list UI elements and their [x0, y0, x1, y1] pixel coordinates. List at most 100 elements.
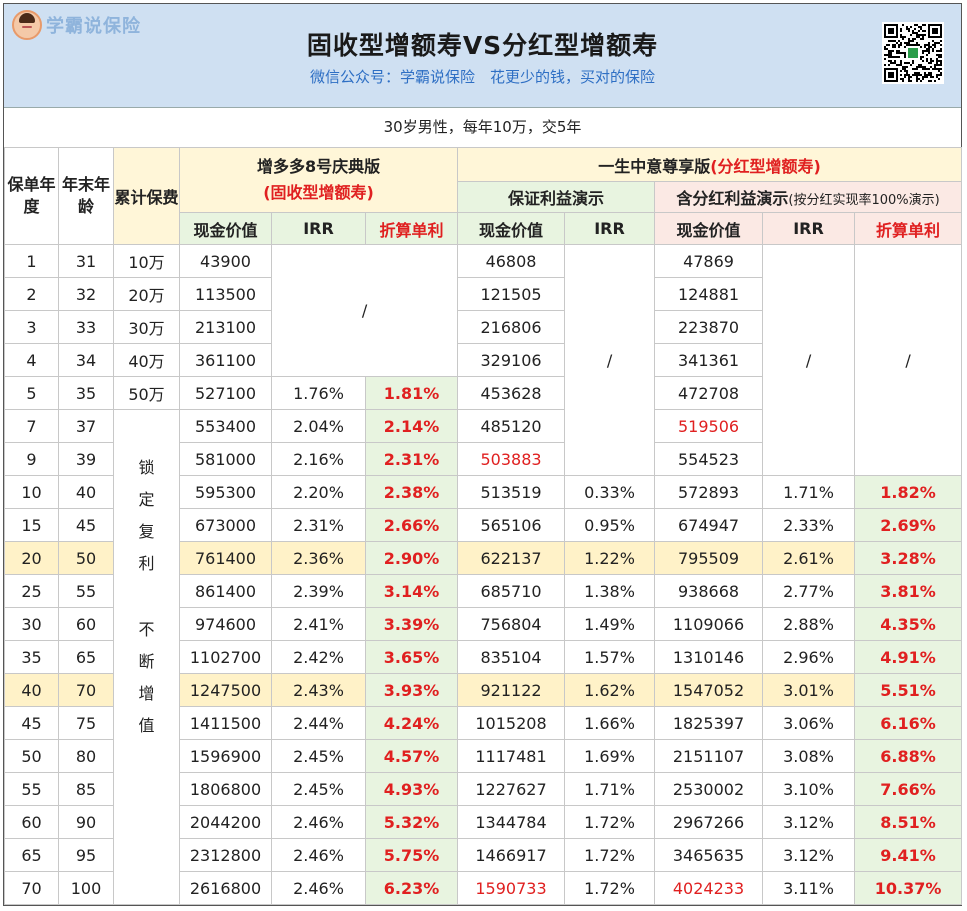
cell-p2g-cash-value: 1015208 — [457, 706, 566, 740]
table-row: 3 33 30万 213100 216806 223870 — [4, 310, 962, 344]
cell-age: 34 — [58, 343, 114, 377]
cell-p2g-irr: 1.71% — [564, 772, 656, 806]
cell-p2g-cash-value: 503883 — [457, 442, 566, 476]
cell-p1-irr: 2.46% — [271, 805, 366, 839]
cell-p2d-cash-value: 554523 — [654, 442, 764, 476]
cell-year: 10 — [4, 475, 59, 509]
cell-p2d-cash-value: 3465635 — [654, 838, 764, 872]
cell-age: 65 — [58, 640, 114, 674]
cell-year: 5 — [4, 376, 59, 410]
cell-p2g-cash-value: 685710 — [457, 574, 566, 608]
cell-p1-cash-value: 43900 — [179, 244, 272, 278]
cell-p1-irr: 2.36% — [271, 541, 366, 575]
lock-text-char: 不 — [138, 620, 155, 639]
cell-p2d-simple-rate: 6.16% — [854, 706, 963, 740]
cell-p1-cash-value: 527100 — [179, 376, 272, 410]
cell-p1-cash-value: 553400 — [179, 409, 272, 443]
cell-year: 45 — [4, 706, 59, 740]
cell-p2g-irr: 1.57% — [564, 640, 656, 674]
cell-p2d-cash-value: 2530002 — [654, 772, 764, 806]
cell-age: 60 — [58, 607, 114, 641]
cell-premium: 10万 — [113, 244, 180, 278]
lock-text-char: 利 — [138, 554, 155, 573]
cell-premium: 20万 — [113, 277, 180, 311]
product1-type: (固收型增额寿) — [263, 183, 374, 202]
p1-irr-header: IRR — [271, 212, 366, 245]
cell-p1-cash-value: 2044200 — [179, 805, 272, 839]
cell-p2g-irr: 1.72% — [564, 871, 656, 905]
product2-type: (分红型增额寿) — [710, 156, 821, 176]
cell-p1-cash-value: 1596900 — [179, 739, 272, 773]
cell-p2d-irr: 3.01% — [762, 673, 856, 707]
cell-p2d-cash-value: 674947 — [654, 508, 764, 542]
cell-premium: 40万 — [113, 343, 180, 377]
p2g-irr-header: IRR — [564, 212, 656, 245]
cell-p1-irr: 2.45% — [271, 772, 366, 806]
col-header-policy-year: 保单年度 — [4, 147, 59, 245]
cell-p1-irr: 2.31% — [271, 508, 366, 542]
cell-p2g-cash-value: 46808 — [457, 244, 566, 278]
cell-p2d-irr: 2.88% — [762, 607, 856, 641]
cell-p1-simple-rate: 2.31% — [364, 442, 459, 476]
p2d-cash-value-header: 现金价值 — [654, 212, 764, 245]
cell-p2d-cash-value: 519506 — [654, 409, 764, 443]
cell-p2d-cash-value: 124881 — [654, 277, 764, 311]
cell-p2d-cash-value: 1825397 — [654, 706, 764, 740]
cell-age: 75 — [58, 706, 114, 740]
cell-age: 39 — [58, 442, 114, 476]
cell-p2d-cash-value: 4024233 — [654, 871, 764, 905]
cell-p1-irr: 2.46% — [271, 871, 366, 905]
cell-p1-simple-rate: 2.66% — [364, 508, 459, 542]
dividend-demo-note: (按分红实现率100%演示) — [788, 193, 940, 208]
cell-year: 40 — [4, 673, 59, 707]
cell-premium: 50万 — [113, 376, 180, 410]
table-row: 35 65 1102700 2.42% 3.65% 835104 1.57% 1310146 2… — [4, 640, 963, 674]
cell-p1-cash-value: 1102700 — [179, 640, 272, 674]
condition-line: 30岁男性，每年10万，交5年 — [4, 107, 961, 148]
cell-p2g-cash-value: 1227627 — [457, 772, 566, 806]
cell-p2d-irr: 1.71% — [762, 475, 856, 509]
cell-p2d-cash-value: 472708 — [654, 376, 764, 410]
cell-year: 3 — [4, 310, 59, 344]
cell-p1-irr: 2.42% — [271, 640, 366, 674]
cell-year: 30 — [4, 607, 59, 641]
cell-premium: 30万 — [113, 310, 180, 344]
lock-text-cell: 锁定复利不断增值 — [113, 409, 180, 905]
cell-age: 45 — [58, 508, 114, 542]
cell-p1-simple-rate: 3.93% — [364, 673, 459, 707]
lock-text-char: 定 — [138, 490, 155, 509]
cell-p1-simple-rate: 1.81% — [364, 376, 459, 410]
cell-p2d-cash-value: 1109066 — [654, 607, 764, 641]
header: 学霸说保险 固收型增额寿VS分红型增额寿 微信公众号：学霸说保险 花更少的钱，买… — [4, 4, 961, 108]
cell-age: 90 — [58, 805, 114, 839]
product1-name: 增多多8号庆典版 — [256, 157, 381, 176]
cell-age: 85 — [58, 772, 114, 806]
cell-p2g-cash-value: 485120 — [457, 409, 566, 443]
cell-year: 55 — [4, 772, 59, 806]
cell-p1-irr: 2.39% — [271, 574, 366, 608]
cell-p2g-irr: 1.72% — [564, 838, 656, 872]
cell-p2d-irr: 3.06% — [762, 706, 856, 740]
cell-p2d-irr: 3.12% — [762, 805, 856, 839]
logo-text: 学霸说保险 — [46, 16, 141, 37]
cell-p2g-cash-value: 453628 — [457, 376, 566, 410]
cell-p2d-irr: 3.12% — [762, 838, 856, 872]
cell-p2d-cash-value: 1310146 — [654, 640, 764, 674]
cell-year: 20 — [4, 541, 59, 575]
cell-p1-irr: 1.76% — [271, 376, 366, 410]
cell-year: 70 — [4, 871, 59, 905]
table-row: 60 90 2044200 2.46% 5.32% 1344784 1.72% 2967266… — [4, 805, 963, 839]
cell-p1-cash-value: 2312800 — [179, 838, 272, 872]
p2d-irr-header: IRR — [762, 212, 856, 245]
cell-p2d-irr: 3.08% — [762, 739, 856, 773]
cell-p2g-cash-value: 513519 — [457, 475, 566, 509]
table-row: 55 85 1806800 2.45% 4.93% 1227627 1.71% 2530002… — [4, 772, 963, 806]
cell-p2g-cash-value: 1344784 — [457, 805, 566, 839]
cell-p1-simple-rate: 2.14% — [364, 409, 459, 443]
lock-text-char: 增 — [138, 684, 155, 703]
poster-frame: 学霸说保险 固收型增额寿VS分红型增额寿 微信公众号：学霸说保险 花更少的钱，买… — [3, 3, 963, 906]
cell-p1-cash-value: 213100 — [179, 310, 272, 344]
cell-p2g-irr: 1.62% — [564, 673, 656, 707]
cell-p2d-simple-rate: 8.51% — [854, 805, 963, 839]
table-row: 70 100 2616800 2.46% 6.23% 1590733 1.72% 402423… — [4, 871, 963, 905]
